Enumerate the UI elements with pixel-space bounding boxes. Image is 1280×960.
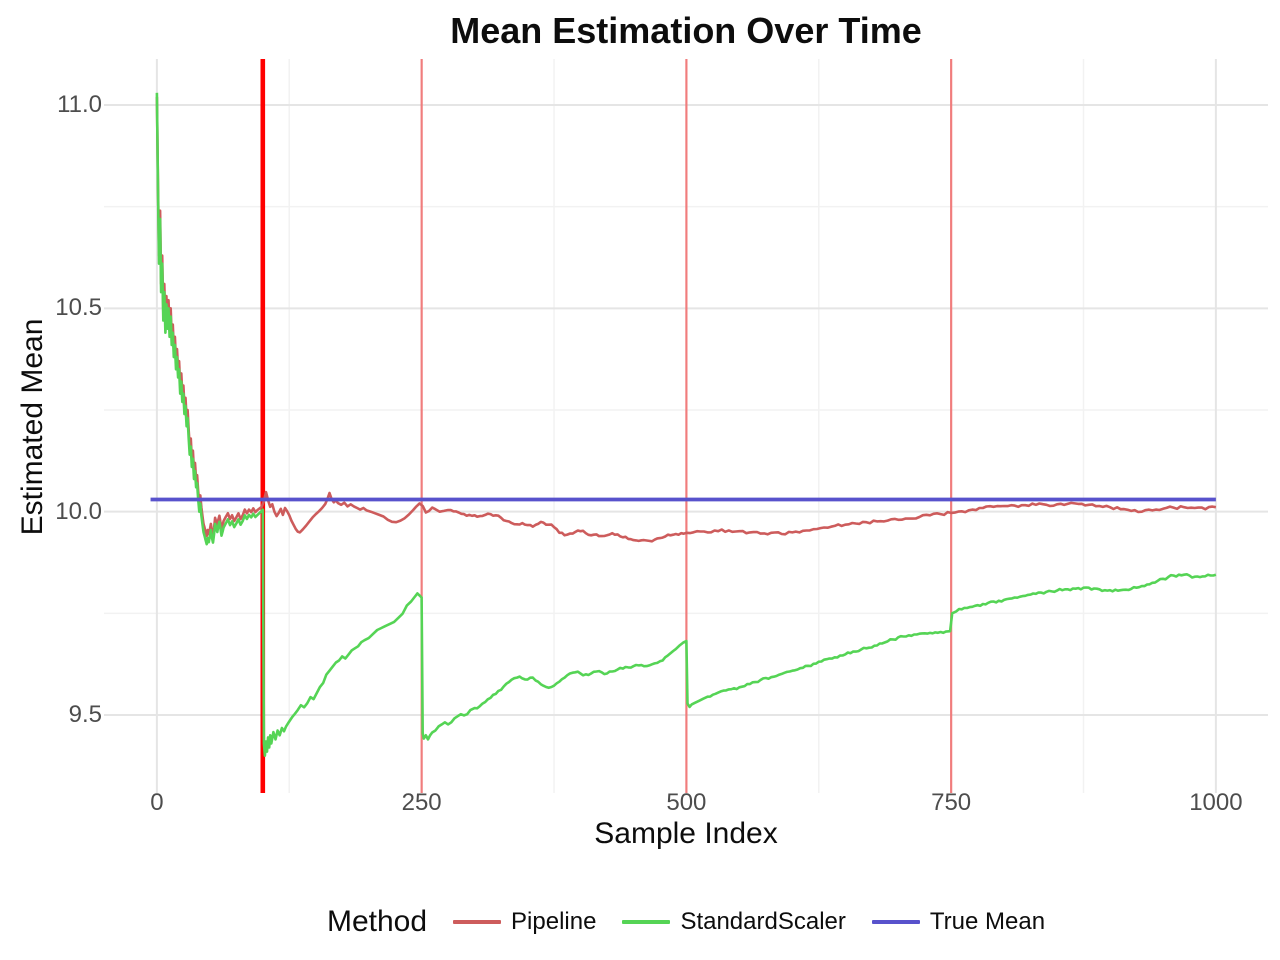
legend-label-pipeline: Pipeline [511,908,597,935]
legend-item-pipeline: Pipeline [453,908,596,936]
legend-key-standardscaler-icon [622,920,671,924]
legend: Method Pipeline StandardScaler True Mean [46,898,1280,946]
x-tick-label: 250 [401,789,442,816]
y-tick-label: 11.0 [57,90,102,118]
x-tick-label: 750 [931,789,972,816]
legend-item-true-mean: True Mean [871,908,1046,936]
series-line-standardscaler [155,92,1217,758]
y-tick-label: 10.0 [55,497,102,525]
series-line-pipeline [155,96,1217,543]
y-tick-label: 9.5 [68,701,102,728]
y-tick-label: 10.5 [55,294,102,322]
x-tick-label: 500 [666,789,707,816]
x-axis-title: Sample Index [594,817,778,850]
legend-title: Method [326,905,428,938]
x-tick-label: 0 [150,789,164,816]
legend-item-standardscaler: StandardScaler [622,908,846,936]
legend-key-pipeline-icon [453,920,502,924]
x-tick-label: 1000 [1189,789,1243,816]
chart-title: Mean Estimation Over Time [450,10,922,51]
legend-label-true-mean: True Mean [929,908,1046,935]
legend-label-standardscaler: StandardScaler [680,908,846,935]
legend-key-true-mean-icon [871,920,920,924]
